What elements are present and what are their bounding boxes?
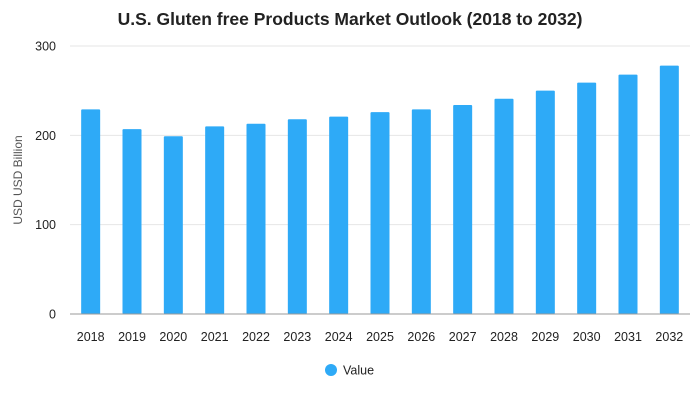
- y-axis-ticks: 0 100 200 300: [35, 40, 56, 322]
- y-axis-label: USD USD Billion: [11, 135, 25, 224]
- bar-2018[interactable]: [81, 109, 101, 314]
- legend[interactable]: Value: [325, 364, 374, 378]
- bar-2025[interactable]: [370, 112, 390, 315]
- x-tick-label: 2030: [573, 330, 601, 344]
- bar-2026[interactable]: [411, 109, 431, 314]
- y-tick-label: 100: [35, 218, 56, 232]
- bar-2020[interactable]: [163, 136, 183, 314]
- x-tick-label: 2018: [77, 330, 105, 344]
- x-tick-label: 2021: [201, 330, 229, 344]
- y-tick-label: 0: [49, 308, 56, 322]
- x-tick-label: 2028: [490, 330, 518, 344]
- bar-2029[interactable]: [535, 90, 555, 315]
- x-tick-label: 2026: [407, 330, 435, 344]
- x-tick-label: 2031: [614, 330, 642, 344]
- y-tick-label: 300: [35, 40, 56, 54]
- x-axis-ticks: 2018 2019 2020 2021 2022 2023 2024 2025 2026 2027…: [77, 330, 684, 344]
- bar-2024[interactable]: [329, 116, 349, 314]
- legend-label-value: Value: [343, 364, 374, 378]
- x-tick-label: 2029: [531, 330, 559, 344]
- bar-2027[interactable]: [453, 104, 473, 315]
- bar-2031[interactable]: [618, 74, 638, 314]
- x-tick-label: 2020: [159, 330, 187, 344]
- bar-2032[interactable]: [659, 65, 679, 314]
- x-tick-label: 2024: [325, 330, 353, 344]
- bars: [81, 65, 679, 315]
- x-tick-label: 2022: [242, 330, 270, 344]
- x-tick-label: 2023: [283, 330, 311, 344]
- legend-swatch-value: [325, 364, 337, 376]
- x-tick-label: 2025: [366, 330, 394, 344]
- bar-2030[interactable]: [577, 82, 597, 314]
- bar-2019[interactable]: [122, 129, 142, 314]
- bar-2023[interactable]: [287, 119, 307, 315]
- bar-2028[interactable]: [494, 98, 514, 314]
- x-tick-label: 2027: [449, 330, 477, 344]
- chart-title: U.S. Gluten free Products Market Outlook…: [118, 9, 583, 29]
- x-tick-label: 2032: [655, 330, 683, 344]
- bar-2021[interactable]: [205, 126, 225, 315]
- bar-2022[interactable]: [246, 123, 266, 314]
- x-tick-label: 2019: [118, 330, 146, 344]
- y-tick-label: 200: [35, 129, 56, 143]
